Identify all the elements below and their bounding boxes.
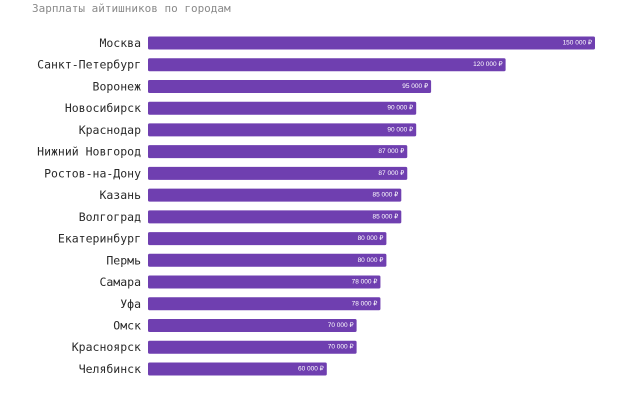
- bar-value-label: 95 000 ₽: [402, 82, 429, 90]
- chart-title: Зарплаты айтишников по городам: [32, 2, 231, 15]
- bar-value-label: 120 000 ₽: [473, 60, 503, 68]
- bar: [148, 318, 357, 332]
- category-label: Красноярск: [72, 340, 141, 354]
- bar-value-label: 90 000 ₽: [387, 125, 414, 133]
- bar-value-label: 85 000 ₽: [372, 191, 399, 199]
- bar: [148, 362, 327, 376]
- category-label: Екатеринбург: [58, 232, 141, 246]
- category-label: Новосибирск: [65, 101, 141, 115]
- category-label: Краснодар: [79, 123, 141, 137]
- category-label: Нижний Новгород: [37, 145, 141, 159]
- bar-value-label: 150 000 ₽: [563, 39, 593, 47]
- bar-value-label: 60 000 ₽: [298, 364, 325, 372]
- bar: [148, 166, 408, 180]
- bar-value-label: 87 000 ₽: [378, 147, 405, 155]
- bar: [148, 210, 402, 224]
- bar: [148, 297, 381, 311]
- bar: [148, 36, 595, 50]
- bar-value-label: 87 000 ₽: [378, 169, 405, 177]
- bar: [148, 145, 408, 159]
- bar-value-label: 78 000 ₽: [352, 299, 379, 307]
- bar-value-label: 70 000 ₽: [328, 321, 355, 329]
- category-label: Омск: [113, 318, 141, 332]
- bar-value-label: 78 000 ₽: [352, 278, 379, 286]
- category-label: Волгоград: [79, 210, 141, 224]
- bar: [148, 340, 357, 354]
- bar: [148, 79, 432, 93]
- bar-value-label: 90 000 ₽: [387, 104, 414, 112]
- category-label: Санкт-Петербург: [37, 58, 141, 72]
- bar: [148, 188, 402, 202]
- bar-value-label: 70 000 ₽: [328, 343, 355, 351]
- category-label: Казань: [99, 188, 141, 202]
- bar: [148, 101, 417, 115]
- bar-value-label: 85 000 ₽: [372, 212, 399, 220]
- bar: [148, 253, 387, 267]
- bar-value-label: 80 000 ₽: [358, 234, 385, 242]
- category-label: Челябинск: [79, 362, 141, 376]
- bar: [148, 58, 506, 72]
- category-label: Ростов-на-Дону: [44, 166, 141, 180]
- bars-group: Москва 150 000 ₽ Санкт-Петербург 120 000 ₽ В…: [37, 36, 595, 376]
- bar: [148, 232, 387, 246]
- category-label: Воронеж: [93, 79, 142, 93]
- category-label: Уфа: [120, 297, 141, 311]
- bar: [148, 123, 417, 137]
- category-label: Пермь: [106, 253, 141, 267]
- category-label: Самара: [99, 275, 141, 289]
- bar-value-label: 80 000 ₽: [358, 256, 385, 264]
- category-label: Москва: [99, 36, 141, 50]
- bar: [148, 275, 381, 289]
